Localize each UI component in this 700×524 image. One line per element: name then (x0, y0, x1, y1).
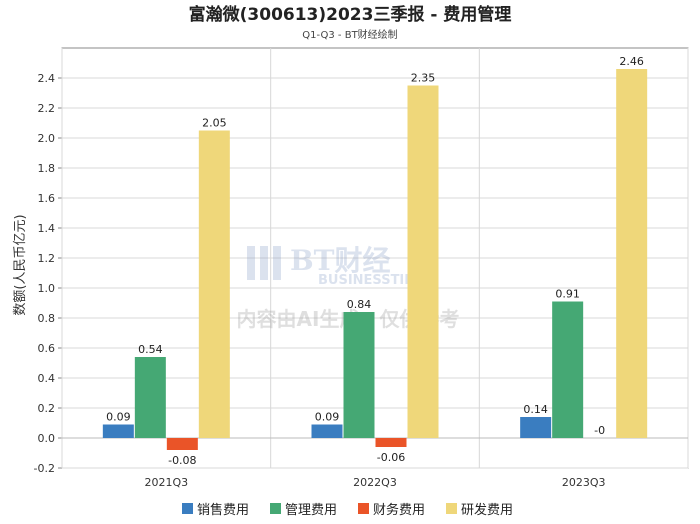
grid-layer: -0.2 0.0 0.2 0.4 0.6 0.8 1.0 1.2 1.4 1.6 1.8 2.0 2.2… (34, 47, 689, 475)
x-axis: 2021Q3 2022Q3 2023Q3 (145, 476, 606, 489)
data-label: 0.09 (315, 411, 340, 424)
bar (407, 85, 439, 438)
data-label: 0.84 (347, 298, 372, 311)
bar (134, 357, 166, 438)
legend-swatch (182, 503, 193, 514)
data-label: 0.54 (138, 343, 163, 356)
data-label: 2.05 (202, 117, 227, 130)
legend-swatch (358, 503, 369, 514)
x-tick-label: 2022Q3 (353, 476, 397, 489)
y-tick-label: 2.4 (38, 72, 56, 85)
y-tick-label: 2.0 (38, 132, 56, 145)
bar (552, 301, 584, 438)
bars-layer (102, 69, 648, 450)
y-tick-label: 0.0 (38, 432, 56, 445)
data-label: -0 (594, 424, 605, 437)
data-label: 0.09 (106, 411, 131, 424)
data-label: 2.46 (619, 55, 644, 68)
y-tick-label: -0.2 (34, 462, 55, 475)
legend-swatch (446, 503, 457, 514)
legend-label: 财务费用 (373, 502, 425, 518)
y-tick-label: 1.8 (38, 162, 56, 175)
bar (198, 130, 230, 438)
data-label: 0.14 (523, 403, 548, 416)
chart-subtitle: Q1-Q3 - BT财经绘制 (302, 28, 397, 41)
x-tick-label: 2023Q3 (562, 476, 606, 489)
legend-label: 销售费用 (197, 502, 249, 518)
y-tick-label: 0.6 (38, 342, 56, 355)
data-label: 0.91 (555, 288, 580, 301)
chart-title: 富瀚微(300613)2023三季报 - 费用管理 (189, 4, 512, 25)
data-label: 2.35 (411, 72, 436, 85)
data-label: -0.06 (377, 451, 405, 464)
legend-label: 研发费用 (461, 502, 513, 518)
bar (375, 438, 407, 447)
y-tick-label: 1.2 (38, 252, 56, 265)
bar (102, 424, 134, 438)
x-tick-label: 2021Q3 (145, 476, 189, 489)
bar (166, 438, 198, 450)
bar (520, 417, 552, 438)
watermark-logo-subtext: BUSINESSTIMES (318, 273, 435, 288)
bar (343, 312, 375, 438)
y-tick-label: 1.0 (38, 282, 56, 295)
data-label: -0.08 (168, 454, 196, 467)
y-tick-label: 1.4 (38, 222, 56, 235)
y-tick-label: 1.6 (38, 192, 56, 205)
y-tick-label: 0.4 (38, 372, 56, 385)
legend-label: 管理费用 (285, 503, 337, 518)
y-tick-label: 2.2 (38, 102, 56, 115)
legend: 销售费用 管理费用 财务费用 研发费用 (182, 502, 513, 518)
y-tick-label: 0.8 (38, 312, 56, 325)
legend-swatch (270, 503, 281, 514)
watermark-logo-text: BT财经 (290, 244, 391, 277)
bar (616, 69, 648, 438)
y-axis-label: 数额(人民币亿元) (13, 214, 28, 315)
bar (311, 424, 343, 438)
data-labels-layer: 0.09 0.54 -0.08 2.05 0.09 0.84 -0.06 2.35 0.14 0.… (106, 55, 644, 467)
bt-logo-mark (247, 246, 281, 280)
y-tick-label: 0.2 (38, 402, 56, 415)
